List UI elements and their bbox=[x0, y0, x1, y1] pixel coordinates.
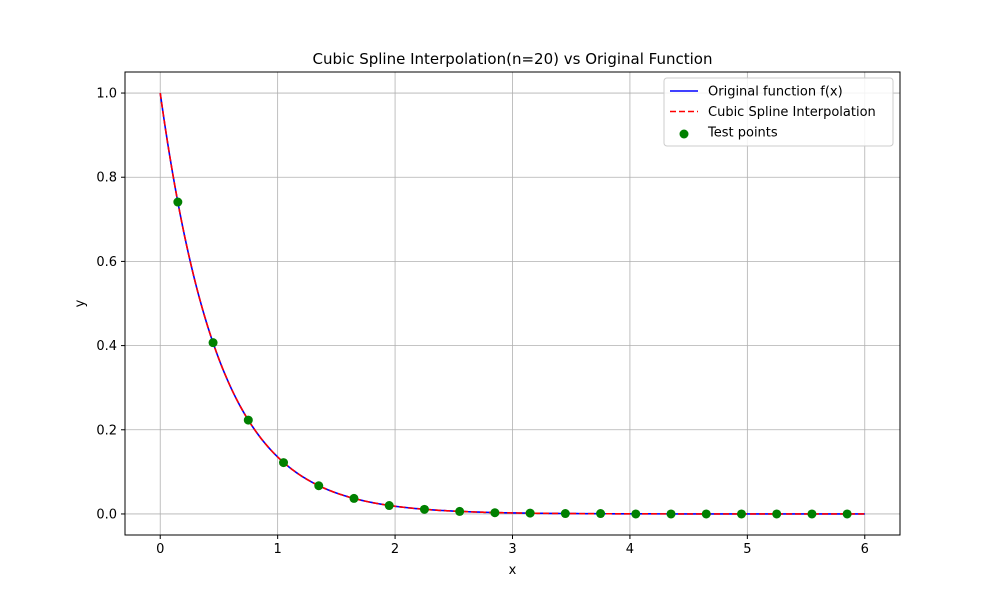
x-axis-label: x bbox=[509, 563, 517, 578]
legend-marker-swatch bbox=[679, 129, 689, 139]
test-point bbox=[596, 509, 606, 519]
x-tick-label: 6 bbox=[861, 542, 869, 557]
x-tick-label: 1 bbox=[274, 542, 282, 557]
legend-label: Test points bbox=[707, 126, 778, 141]
test-point bbox=[842, 509, 852, 519]
spline-interpolation-line bbox=[159, 92, 865, 515]
x-tick-label: 5 bbox=[743, 542, 751, 557]
test-point bbox=[807, 509, 817, 519]
plot-area bbox=[159, 92, 865, 519]
test-point bbox=[772, 509, 782, 519]
x-tick-label: 4 bbox=[626, 542, 634, 557]
test-point bbox=[208, 338, 218, 348]
y-tick-label: 0.8 bbox=[96, 171, 117, 186]
test-point bbox=[455, 506, 465, 516]
y-axis-label: y bbox=[73, 299, 88, 307]
axis-ticks: 0 1 2 3 4 5 6 0.0 0.2 0.4 0.6 0.8 1.0 bbox=[96, 87, 869, 557]
y-tick-label: 0.4 bbox=[96, 339, 117, 354]
x-tick-label: 2 bbox=[391, 542, 399, 557]
test-point bbox=[279, 458, 289, 468]
legend-label: Cubic Spline Interpolation bbox=[708, 105, 876, 120]
y-tick-label: 0.6 bbox=[96, 255, 117, 270]
test-point bbox=[419, 504, 429, 514]
test-point bbox=[560, 509, 570, 519]
x-tick-label: 3 bbox=[508, 542, 516, 557]
test-point bbox=[243, 415, 253, 425]
x-tick-label: 0 bbox=[156, 542, 164, 557]
test-point bbox=[173, 197, 183, 207]
legend: Original function f(x) Cubic Spline Inter… bbox=[663, 77, 894, 147]
y-tick-label: 1.0 bbox=[96, 87, 117, 102]
test-point bbox=[384, 501, 394, 511]
test-point bbox=[349, 493, 359, 503]
legend-box bbox=[663, 77, 894, 147]
test-point bbox=[631, 509, 641, 519]
test-point bbox=[701, 509, 711, 519]
test-point bbox=[666, 509, 676, 519]
test-point bbox=[525, 508, 535, 518]
test-point bbox=[736, 509, 746, 519]
test-point bbox=[314, 481, 324, 491]
legend-label: Original function f(x) bbox=[708, 85, 843, 100]
y-tick-label: 0.0 bbox=[96, 507, 117, 522]
chart-title: Cubic Spline Interpolation(n=20) vs Orig… bbox=[313, 50, 713, 68]
y-tick-label: 0.2 bbox=[96, 423, 117, 438]
test-point bbox=[490, 508, 500, 518]
